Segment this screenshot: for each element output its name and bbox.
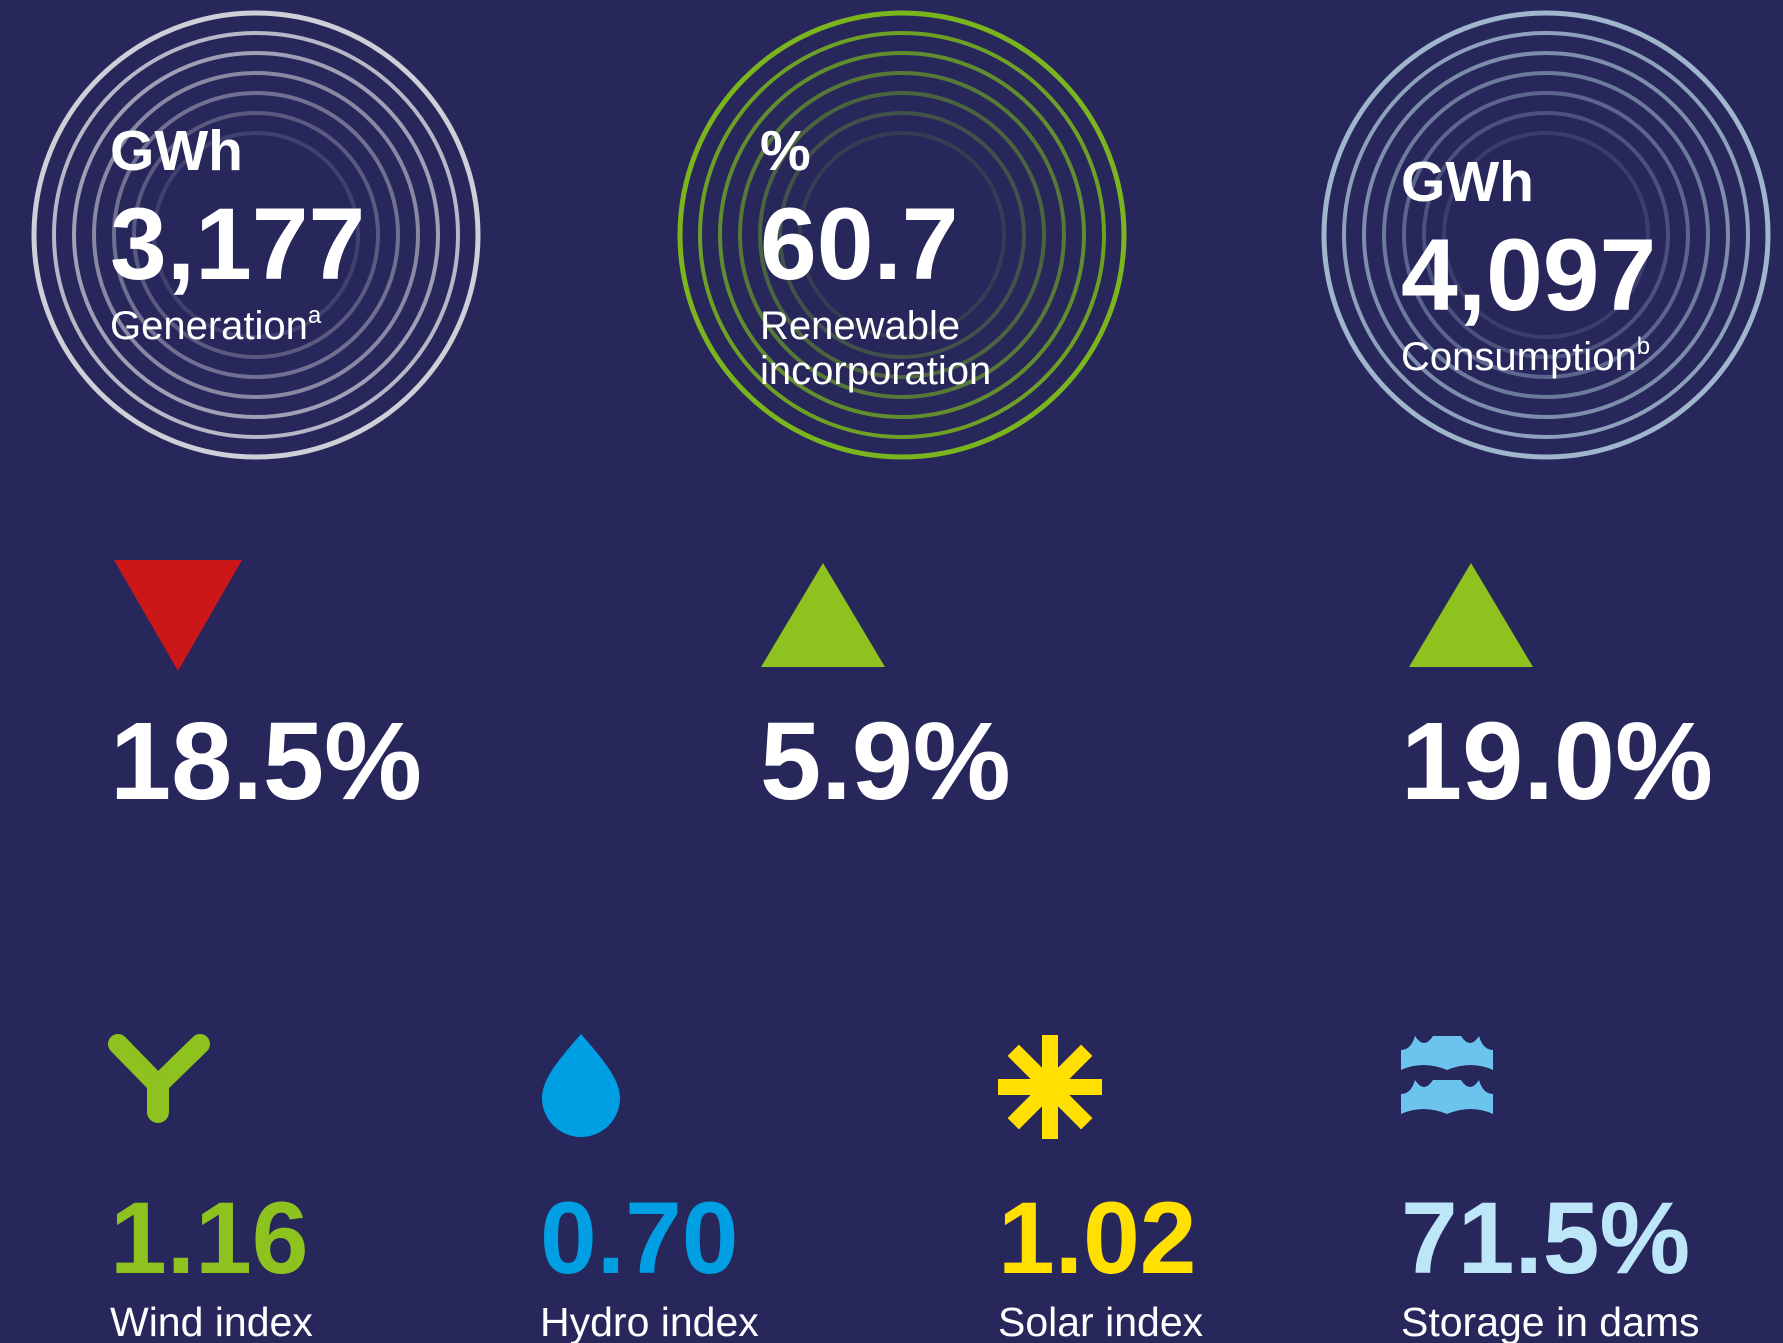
ring bbox=[1342, 31, 1750, 439]
solar-core bbox=[1034, 1071, 1066, 1103]
index-value: 71.5% bbox=[1401, 1181, 1690, 1295]
index-label: Hydro index bbox=[540, 1299, 759, 1343]
ring bbox=[92, 71, 420, 399]
change-arrow bbox=[1409, 563, 1533, 667]
ring bbox=[677, 10, 1127, 460]
kpi-label: incorporation bbox=[760, 349, 991, 393]
index-value: 1.16 bbox=[110, 1181, 309, 1295]
change-arrow bbox=[761, 563, 885, 667]
ring bbox=[738, 71, 1066, 399]
ring bbox=[152, 131, 360, 339]
kpi-label: Renewable bbox=[760, 304, 960, 348]
kpi-label-text: incorporation bbox=[760, 349, 991, 393]
kpi-unit: GWh bbox=[1401, 150, 1534, 214]
kpi-label-text: Generation bbox=[110, 304, 308, 348]
kpi-value: 3,177 bbox=[110, 187, 365, 301]
kpi-label-text: Renewable bbox=[760, 304, 960, 348]
ring bbox=[718, 51, 1086, 419]
ring bbox=[31, 10, 481, 460]
storage-wave bbox=[1401, 1080, 1493, 1114]
wind-icon bbox=[108, 1034, 210, 1123]
storage-icon bbox=[1401, 1036, 1493, 1114]
ring bbox=[758, 91, 1046, 379]
index-label: Wind index bbox=[110, 1299, 313, 1343]
ring bbox=[698, 31, 1106, 439]
change-value: 5.9% bbox=[760, 700, 1011, 823]
kpi-note: a bbox=[308, 302, 322, 329]
index-label: Storage in dams bbox=[1401, 1299, 1700, 1343]
ring bbox=[1422, 111, 1670, 359]
kpi-value: 60.7 bbox=[760, 187, 959, 301]
ring bbox=[778, 111, 1026, 359]
hydro-icon bbox=[542, 1034, 620, 1137]
ring bbox=[1442, 131, 1650, 339]
kpi-unit: % bbox=[760, 119, 811, 183]
ring bbox=[72, 51, 440, 419]
index-value: 0.70 bbox=[540, 1181, 739, 1295]
kpi-value: 4,097 bbox=[1401, 218, 1656, 332]
index-label: Solar index bbox=[998, 1299, 1204, 1343]
ring bbox=[1321, 10, 1771, 460]
ring bbox=[52, 31, 460, 439]
ring bbox=[112, 91, 400, 379]
kpi-label-text: Consumption bbox=[1401, 335, 1637, 379]
ring bbox=[1382, 71, 1710, 399]
change-value: 19.0% bbox=[1401, 700, 1713, 823]
change-arrow bbox=[114, 560, 242, 671]
kpi-unit: GWh bbox=[110, 119, 243, 183]
ring bbox=[1402, 91, 1690, 379]
ring bbox=[798, 131, 1006, 339]
solar-icon bbox=[998, 1035, 1102, 1139]
index-value: 1.02 bbox=[998, 1181, 1197, 1295]
kpi-label: Consumptionb bbox=[1401, 333, 1650, 379]
kpi-label: Generationa bbox=[110, 302, 322, 348]
kpi-note: b bbox=[1637, 333, 1650, 360]
storage-wave bbox=[1401, 1036, 1493, 1070]
change-value: 18.5% bbox=[110, 700, 422, 823]
ring bbox=[1362, 51, 1730, 419]
ring bbox=[132, 111, 380, 359]
